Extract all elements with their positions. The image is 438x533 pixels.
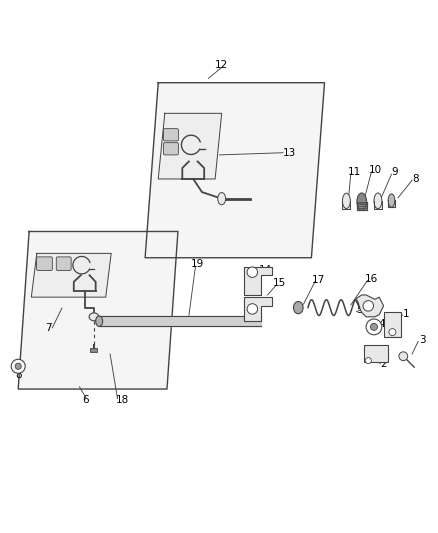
Text: 19: 19	[191, 260, 204, 269]
FancyBboxPatch shape	[163, 143, 178, 155]
Polygon shape	[243, 266, 272, 295]
Ellipse shape	[293, 302, 302, 314]
FancyBboxPatch shape	[36, 257, 52, 270]
Text: 10: 10	[368, 165, 381, 175]
Text: 7: 7	[46, 323, 52, 333]
Text: 2: 2	[380, 359, 386, 369]
Circle shape	[370, 324, 377, 330]
Circle shape	[15, 363, 21, 369]
Ellipse shape	[217, 192, 225, 205]
Circle shape	[247, 304, 257, 314]
Text: 4: 4	[377, 319, 384, 329]
Text: 8: 8	[15, 370, 21, 380]
Text: 9: 9	[390, 167, 397, 177]
Text: 6: 6	[82, 395, 89, 405]
Circle shape	[247, 267, 257, 278]
Text: 18: 18	[116, 395, 129, 405]
Polygon shape	[145, 83, 324, 258]
Polygon shape	[158, 114, 221, 179]
FancyBboxPatch shape	[383, 312, 400, 336]
Text: 17: 17	[311, 274, 324, 285]
Circle shape	[364, 358, 371, 364]
Text: 12: 12	[215, 60, 228, 70]
Ellipse shape	[373, 193, 381, 209]
Bar	[90, 349, 97, 352]
Polygon shape	[354, 295, 383, 317]
Circle shape	[365, 319, 381, 335]
Polygon shape	[31, 253, 111, 297]
Text: 11: 11	[347, 167, 360, 177]
Ellipse shape	[387, 194, 394, 207]
FancyBboxPatch shape	[56, 257, 71, 270]
FancyBboxPatch shape	[363, 345, 387, 362]
Circle shape	[362, 301, 373, 311]
Circle shape	[388, 329, 395, 336]
Text: 16: 16	[364, 274, 378, 284]
FancyBboxPatch shape	[163, 128, 178, 141]
Circle shape	[11, 359, 25, 373]
Text: 8: 8	[411, 174, 418, 184]
Ellipse shape	[95, 316, 102, 326]
Polygon shape	[18, 231, 177, 389]
Text: 1: 1	[402, 309, 409, 319]
Ellipse shape	[342, 193, 350, 208]
Text: 5: 5	[355, 305, 362, 315]
Text: 3: 3	[418, 335, 424, 345]
Circle shape	[398, 352, 407, 361]
Ellipse shape	[356, 193, 366, 211]
Text: 13: 13	[282, 148, 296, 158]
Polygon shape	[243, 297, 272, 321]
Ellipse shape	[89, 313, 99, 321]
Text: 14: 14	[258, 265, 272, 275]
Text: 15: 15	[272, 278, 286, 288]
